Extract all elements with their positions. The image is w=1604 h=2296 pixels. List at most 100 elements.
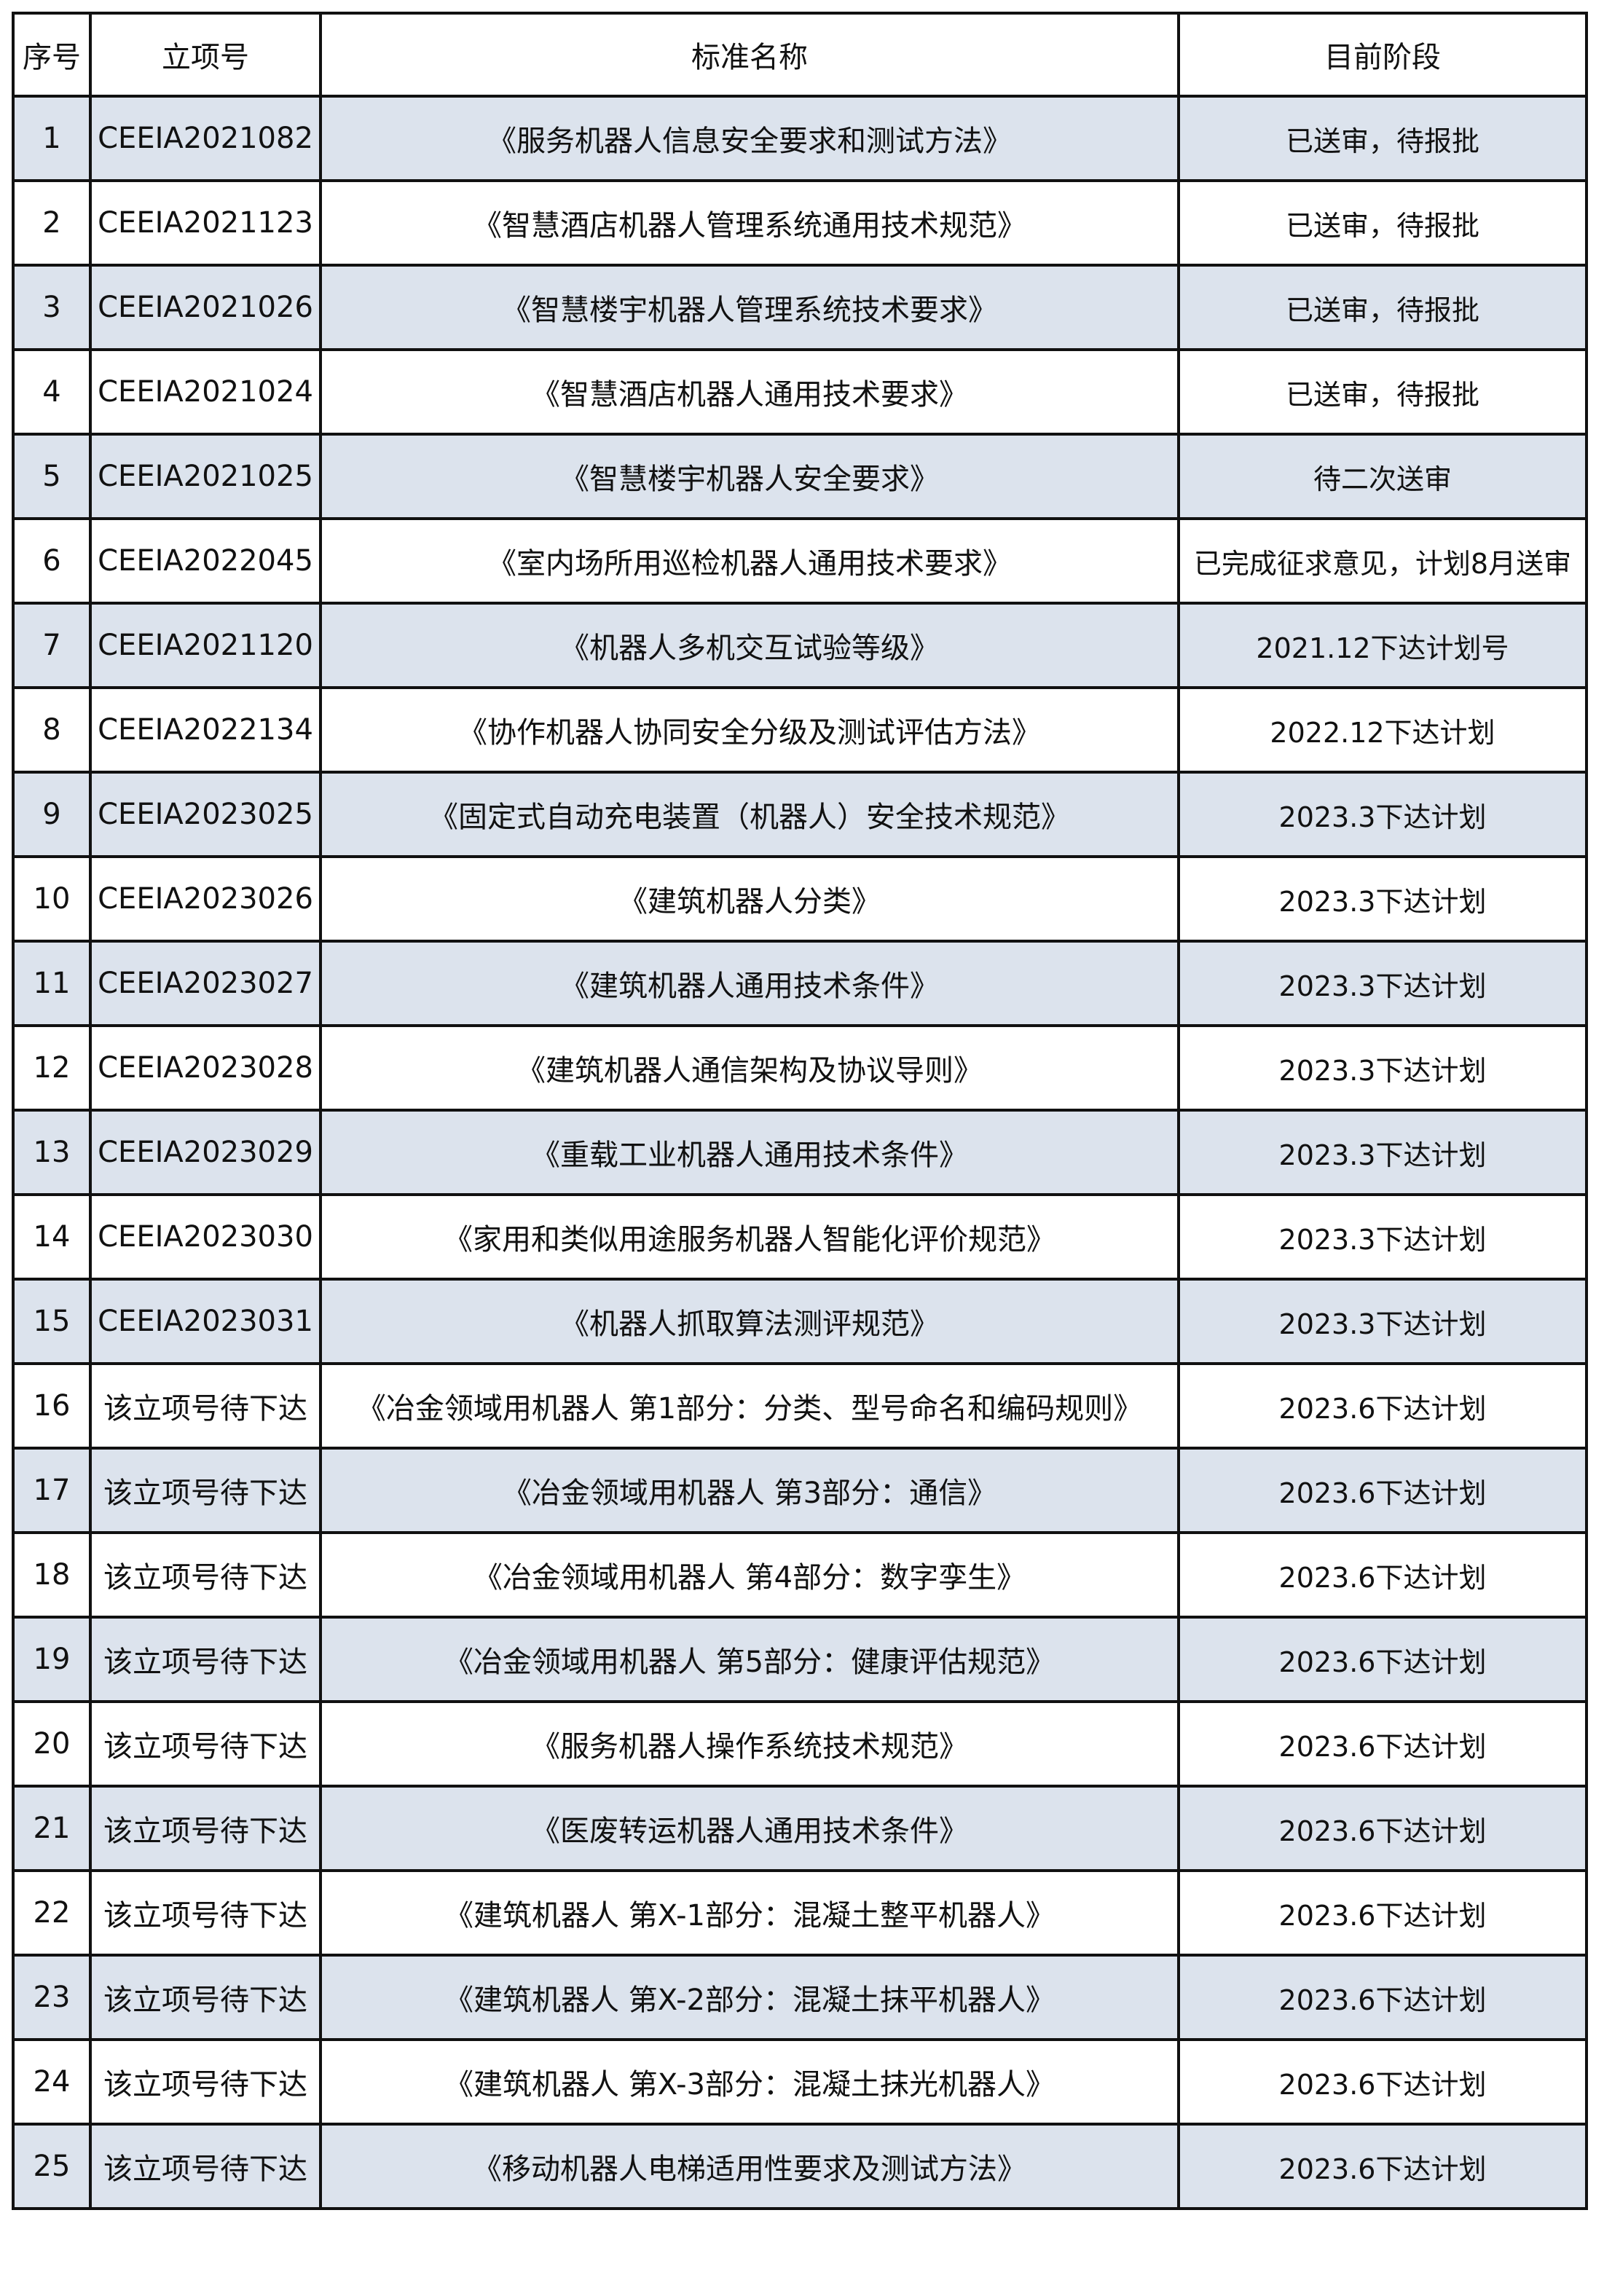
table-row: 7 CEEIA2021120 《机器人多机交互试验等级》 2021.12下达计划号 xyxy=(12,602,1588,689)
standard-name-cell: 《机器人多机交互试验等级》 xyxy=(319,602,1180,689)
row-number-cell: 12 xyxy=(12,1024,92,1112)
stage-cell: 2023.6下达计划 xyxy=(1177,1700,1588,1788)
table-row: 3 CEEIA2021026 《智慧楼宇机器人管理系统技术要求》 已送审，待报批 xyxy=(12,264,1588,351)
standard-name-cell: 《协作机器人协同安全分级及测试评估方法》 xyxy=(319,686,1180,774)
standard-name-cell: 《智慧酒店机器人管理系统通用技术规范》 xyxy=(319,179,1180,267)
table-row: 15 CEEIA2023031 《机器人抓取算法测评规范》 2023.3下达计划 xyxy=(12,1278,1588,1365)
row-number-cell: 24 xyxy=(12,2038,92,2126)
row-number-cell: 18 xyxy=(12,1531,92,1619)
header-project-id: 立项号 xyxy=(89,12,322,98)
table-row: 21 该立项号待下达 《医废转运机器人通用技术条件》 2023.6下达计划 xyxy=(12,1785,1588,1872)
standard-name-cell: 《医废转运机器人通用技术条件》 xyxy=(319,1785,1180,1872)
stage-cell: 2023.6下达计划 xyxy=(1177,1362,1588,1450)
project-id-cell: CEEIA2023031 xyxy=(89,1278,322,1365)
stage-cell: 2023.3下达计划 xyxy=(1177,1024,1588,1112)
project-id-cell: CEEIA2021120 xyxy=(89,602,322,689)
row-number-cell: 23 xyxy=(12,1954,92,2041)
standard-name-cell: 《智慧酒店机器人通用技术要求》 xyxy=(319,348,1180,436)
standard-name-cell: 《移动机器人电梯适用性要求及测试方法》 xyxy=(319,2123,1180,2210)
table-row: 19 该立项号待下达 《冶金领域用机器人 第5部分：健康评估规范》 2023.6下达计… xyxy=(12,1616,1588,1703)
stage-cell: 2023.6下达计划 xyxy=(1177,1954,1588,2041)
table-row: 12 CEEIA2023028 《建筑机器人通信架构及协议导则》 2023.3下达计划 xyxy=(12,1024,1588,1112)
standard-name-cell: 《智慧楼宇机器人管理系统技术要求》 xyxy=(319,264,1180,351)
project-id-cell: CEEIA2023029 xyxy=(89,1109,322,1196)
project-id-cell: 该立项号待下达 xyxy=(89,1700,322,1788)
standard-name-cell: 《重载工业机器人通用技术条件》 xyxy=(319,1109,1180,1196)
stage-cell: 已送审，待报批 xyxy=(1177,348,1588,436)
stage-cell: 2023.6下达计划 xyxy=(1177,2038,1588,2126)
row-number-cell: 21 xyxy=(12,1785,92,1872)
row-number-cell: 3 xyxy=(12,264,92,351)
project-id-cell: CEEIA2021024 xyxy=(89,348,322,436)
table-row: 24 该立项号待下达 《建筑机器人 第X-3部分：混凝土抹光机器人》 2023.6下达… xyxy=(12,2038,1588,2126)
table-row: 10 CEEIA2023026 《建筑机器人分类》 2023.3下达计划 xyxy=(12,855,1588,943)
row-number-cell: 7 xyxy=(12,602,92,689)
table-row: 16 该立项号待下达 《冶金领域用机器人 第1部分：分类、型号命名和编码规则》 202… xyxy=(12,1362,1588,1450)
stage-cell: 待二次送审 xyxy=(1177,433,1588,520)
row-number-cell: 25 xyxy=(12,2123,92,2210)
table-row: 22 该立项号待下达 《建筑机器人 第X-1部分：混凝土整平机器人》 2023.6下达… xyxy=(12,1869,1588,1957)
stage-cell: 2023.3下达计划 xyxy=(1177,940,1588,1027)
standards-table: 序号 立项号 标准名称 目前阶段 1 CEEIA2021082 《服务机器人信息安全… xyxy=(12,12,1588,2210)
standard-name-cell: 《建筑机器人 第X-1部分：混凝土整平机器人》 xyxy=(319,1869,1180,1957)
stage-cell: 2023.3下达计划 xyxy=(1177,1278,1588,1365)
header-row: 序号 立项号 标准名称 目前阶段 xyxy=(12,12,1588,98)
standard-name-cell: 《建筑机器人 第X-3部分：混凝土抹光机器人》 xyxy=(319,2038,1180,2126)
table-row: 25 该立项号待下达 《移动机器人电梯适用性要求及测试方法》 2023.6下达计划 xyxy=(12,2123,1588,2210)
project-id-cell: CEEIA2023025 xyxy=(89,771,322,858)
project-id-cell: 该立项号待下达 xyxy=(89,2038,322,2126)
standard-name-cell: 《服务机器人信息安全要求和测试方法》 xyxy=(319,95,1180,182)
project-id-cell: CEEIA2022134 xyxy=(89,686,322,774)
row-number-cell: 14 xyxy=(12,1193,92,1281)
stage-cell: 2023.3下达计划 xyxy=(1177,1193,1588,1281)
table-row: 23 该立项号待下达 《建筑机器人 第X-2部分：混凝土抹平机器人》 2023.6下达… xyxy=(12,1954,1588,2041)
row-number-cell: 20 xyxy=(12,1700,92,1788)
standard-name-cell: 《服务机器人操作系统技术规范》 xyxy=(319,1700,1180,1788)
project-id-cell: CEEIA2023026 xyxy=(89,855,322,943)
stage-cell: 已完成征求意见，计划8月送审 xyxy=(1177,517,1588,605)
stage-cell: 2023.3下达计划 xyxy=(1177,1109,1588,1196)
stage-cell: 2023.6下达计划 xyxy=(1177,1869,1588,1957)
stage-cell: 2023.3下达计划 xyxy=(1177,771,1588,858)
table-row: 2 CEEIA2021123 《智慧酒店机器人管理系统通用技术规范》 已送审，待报批 xyxy=(12,179,1588,267)
row-number-cell: 4 xyxy=(12,348,92,436)
project-id-cell: CEEIA2021026 xyxy=(89,264,322,351)
standard-name-cell: 《固定式自动充电装置（机器人）安全技术规范》 xyxy=(319,771,1180,858)
stage-cell: 2021.12下达计划号 xyxy=(1177,602,1588,689)
stage-cell: 已送审，待报批 xyxy=(1177,264,1588,351)
stage-cell: 2023.6下达计划 xyxy=(1177,1447,1588,1534)
row-number-cell: 13 xyxy=(12,1109,92,1196)
project-id-cell: 该立项号待下达 xyxy=(89,1447,322,1534)
row-number-cell: 17 xyxy=(12,1447,92,1534)
project-id-cell: CEEIA2023030 xyxy=(89,1193,322,1281)
project-id-cell: CEEIA2022045 xyxy=(89,517,322,605)
standard-name-cell: 《智慧楼宇机器人安全要求》 xyxy=(319,433,1180,520)
project-id-cell: CEEIA2023027 xyxy=(89,940,322,1027)
project-id-cell: 该立项号待下达 xyxy=(89,1362,322,1450)
table-row: 4 CEEIA2021024 《智慧酒店机器人通用技术要求》 已送审，待报批 xyxy=(12,348,1588,436)
standard-name-cell: 《建筑机器人通用技术条件》 xyxy=(319,940,1180,1027)
table-row: 9 CEEIA2023025 《固定式自动充电装置（机器人）安全技术规范》 2023.… xyxy=(12,771,1588,858)
stage-cell: 2022.12下达计划 xyxy=(1177,686,1588,774)
project-id-cell: CEEIA2023028 xyxy=(89,1024,322,1112)
project-id-cell: 该立项号待下达 xyxy=(89,1531,322,1619)
row-number-cell: 9 xyxy=(12,771,92,858)
table-row: 6 CEEIA2022045 《室内场所用巡检机器人通用技术要求》 已完成征求意见，计… xyxy=(12,517,1588,605)
standard-name-cell: 《机器人抓取算法测评规范》 xyxy=(319,1278,1180,1365)
standard-name-cell: 《室内场所用巡检机器人通用技术要求》 xyxy=(319,517,1180,605)
row-number-cell: 10 xyxy=(12,855,92,943)
standard-name-cell: 《建筑机器人通信架构及协议导则》 xyxy=(319,1024,1180,1112)
stage-cell: 2023.6下达计划 xyxy=(1177,2123,1588,2210)
standard-name-cell: 《冶金领域用机器人 第4部分：数字孪生》 xyxy=(319,1531,1180,1619)
table-row: 13 CEEIA2023029 《重载工业机器人通用技术条件》 2023.3下达计划 xyxy=(12,1109,1588,1196)
table-row: 5 CEEIA2021025 《智慧楼宇机器人安全要求》 待二次送审 xyxy=(12,433,1588,520)
row-number-cell: 15 xyxy=(12,1278,92,1365)
table-row: 1 CEEIA2021082 《服务机器人信息安全要求和测试方法》 已送审，待报批 xyxy=(12,95,1588,182)
stage-cell: 2023.6下达计划 xyxy=(1177,1785,1588,1872)
project-id-cell: 该立项号待下达 xyxy=(89,1616,322,1703)
stage-cell: 2023.6下达计划 xyxy=(1177,1616,1588,1703)
table-row: 18 该立项号待下达 《冶金领域用机器人 第4部分：数字孪生》 2023.6下达计划 xyxy=(12,1531,1588,1619)
row-number-cell: 11 xyxy=(12,940,92,1027)
row-number-cell: 6 xyxy=(12,517,92,605)
row-number-cell: 1 xyxy=(12,95,92,182)
